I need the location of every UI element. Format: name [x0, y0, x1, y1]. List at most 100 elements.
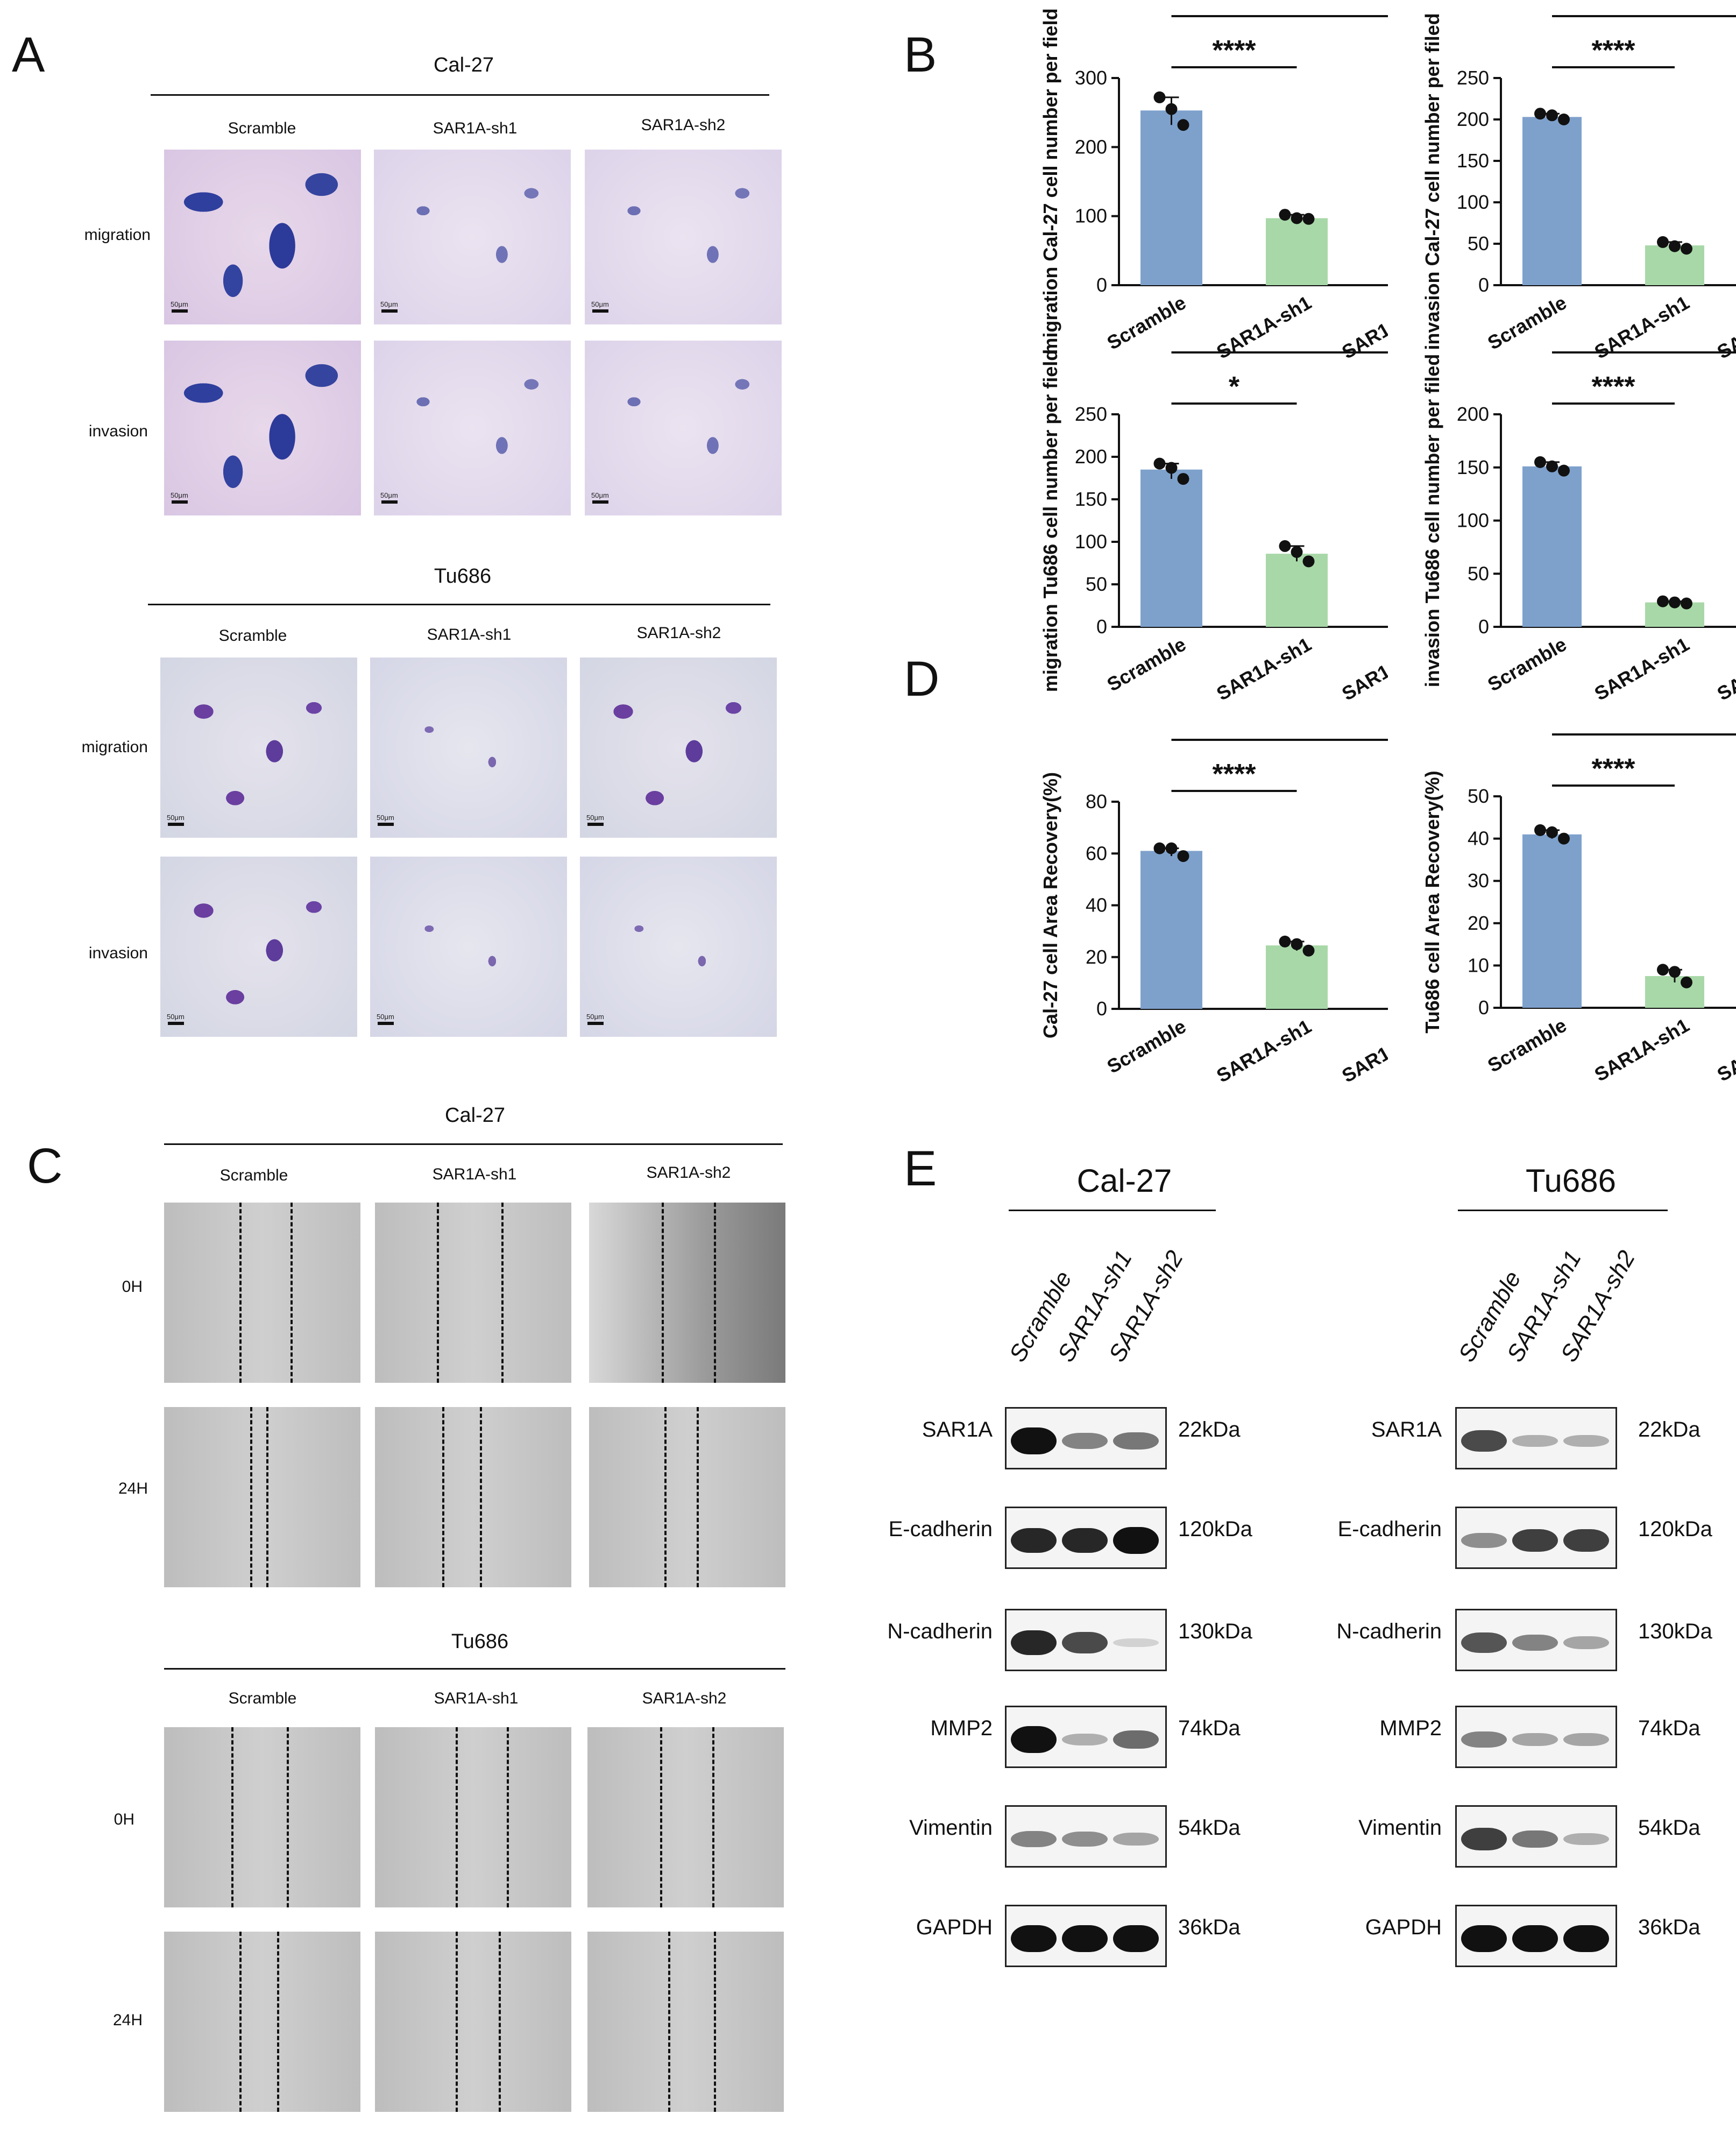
data-point [1669, 966, 1681, 978]
band [1563, 1529, 1609, 1552]
data-point [1279, 209, 1291, 221]
band [1062, 1832, 1108, 1847]
data-point [1669, 596, 1681, 609]
significance-label: ** [1286, 344, 1308, 351]
data-point [1558, 114, 1570, 125]
kda-label: 36kDa [1178, 1915, 1241, 1939]
band [1011, 1726, 1057, 1753]
data-point [1558, 464, 1570, 477]
scratch-tu686-0h-sh1 [375, 1727, 571, 1907]
bar-Scramble [1140, 469, 1202, 627]
chart-4: 0 20 40 60 80 Cal-27 cell Area Recovery(%) Scr… [1039, 726, 1388, 1087]
blot-strip [1455, 1905, 1617, 1967]
data-point [1279, 540, 1291, 552]
panel-c-cal27-title: Cal-27 [445, 1104, 505, 1127]
data-point [1681, 597, 1692, 610]
y-axis-label: migration Cal-27 cell number per field [1039, 8, 1061, 355]
data-point [1302, 944, 1315, 957]
panel-a-tu686-col-sh1: SAR1A-sh1 [427, 626, 512, 644]
x-tick-label: Scramble [1484, 633, 1570, 696]
micrograph-cal27-invasion-sh1: 50μm [374, 341, 571, 515]
kda-label: 130kDa [1178, 1620, 1252, 1643]
panel-c-tu686-col-sh2: SAR1A-sh2 [642, 1690, 727, 1707]
y-axis-label: invasion Cal-27 cell number per filed [1421, 13, 1443, 350]
y-tick-label: 100 [1457, 191, 1489, 213]
data-point [1681, 243, 1692, 255]
significance-label: **** [1213, 35, 1257, 66]
scratch-tu686-24h-sh2 [587, 1932, 784, 2112]
bar-Scramble [1522, 466, 1582, 627]
scratch-tu686-24h-scramble [164, 1932, 360, 2112]
protein-label: MMP2 [1379, 1716, 1442, 1740]
scratch-tu686-0h-scramble [164, 1727, 360, 1907]
y-tick-label: 150 [1075, 488, 1107, 510]
y-tick-label: 0 [1096, 274, 1107, 296]
y-tick-label: 50 [1086, 573, 1107, 595]
band [1461, 1632, 1507, 1653]
panel-a-cal27-col-sh1: SAR1A-sh1 [433, 119, 518, 137]
band [1563, 1925, 1609, 1952]
kda-label: 54kDa [1178, 1816, 1241, 1840]
data-point [1279, 935, 1291, 948]
micrograph-tu686-migration-scramble: 50μm [160, 658, 357, 838]
panel-c-tu686-row-0h: 0H [114, 1811, 134, 1828]
significance-label: **** [1653, 0, 1697, 15]
panel-label-c: C [27, 1139, 63, 1193]
protein-label: SAR1A [922, 1418, 993, 1441]
band [1461, 1828, 1507, 1850]
significance-label: **** [1592, 371, 1636, 402]
panel-e-group-rule [1458, 1210, 1668, 1211]
y-tick-label: 0 [1478, 616, 1489, 638]
kda-label: 22kDa [1178, 1418, 1241, 1441]
y-tick-label: 200 [1075, 446, 1107, 468]
protein-label: Vimentin [1358, 1816, 1442, 1840]
band [1113, 1833, 1159, 1846]
micrograph-cal27-invasion-scramble: 50μm [164, 341, 361, 515]
panel-label-a: A [12, 27, 45, 82]
scratch-cal27-0h-sh2 [589, 1203, 785, 1383]
panel-a-cal27-row-migration: migration [84, 226, 151, 244]
blot-strip [1455, 1407, 1617, 1469]
protein-label: E-cadherin [1337, 1517, 1442, 1541]
panel-a-tu686-row-invasion: invasion [88, 944, 148, 962]
data-point [1165, 103, 1178, 115]
micrograph-tu686-migration-sh2: 50μm [580, 658, 777, 838]
micrograph-tu686-migration-sh1: 50μm [370, 658, 567, 838]
y-tick-label: 150 [1457, 456, 1489, 478]
band [1062, 1433, 1108, 1449]
kda-label: 120kDa [1638, 1517, 1712, 1541]
band [1461, 1430, 1507, 1452]
y-axis-label: Cal-27 cell Area Recovery(%) [1039, 772, 1061, 1038]
data-point [1165, 842, 1178, 854]
chart-2: 0 50 100 150 200 250 migration Tu686 cell numb… [1039, 344, 1388, 699]
panel-e-group-title: Cal-27 [1076, 1163, 1172, 1199]
micrograph-tu686-invasion-sh2: 50μm [580, 857, 777, 1037]
y-tick-label: 150 [1457, 150, 1489, 172]
y-tick-label: 300 [1075, 67, 1107, 89]
protein-label: GAPDH [1365, 1915, 1442, 1939]
y-tick-label: 200 [1457, 108, 1489, 130]
scratch-tu686-0h-sh2 [587, 1727, 784, 1907]
bar-SAR1A-sh1 [1266, 945, 1328, 1009]
data-point [1558, 832, 1570, 845]
panel-a-tu686-col-scramble: Scramble [218, 627, 287, 645]
band [1113, 1432, 1159, 1450]
band [1113, 1925, 1159, 1952]
panel-c-cal27-rule [164, 1143, 783, 1145]
band [1062, 1925, 1108, 1952]
protein-label: N-cadherin [1336, 1620, 1442, 1643]
blot-strip [1455, 1706, 1617, 1768]
panel-e-group-rule [1009, 1210, 1216, 1211]
panel-label-d: D [904, 652, 940, 706]
band [1011, 1831, 1057, 1847]
y-tick-label: 60 [1086, 842, 1107, 864]
panel-label-b: B [904, 27, 937, 82]
band [1062, 1734, 1108, 1745]
blot-strip [1455, 1805, 1617, 1868]
x-tick-label: Scramble [1484, 1014, 1570, 1077]
y-tick-label: 250 [1457, 67, 1489, 89]
kda-label: 74kDa [1638, 1716, 1700, 1740]
significance-label: **** [1653, 344, 1697, 351]
significance-label: **** [1275, 0, 1319, 15]
significance-label: **** [1592, 35, 1636, 66]
